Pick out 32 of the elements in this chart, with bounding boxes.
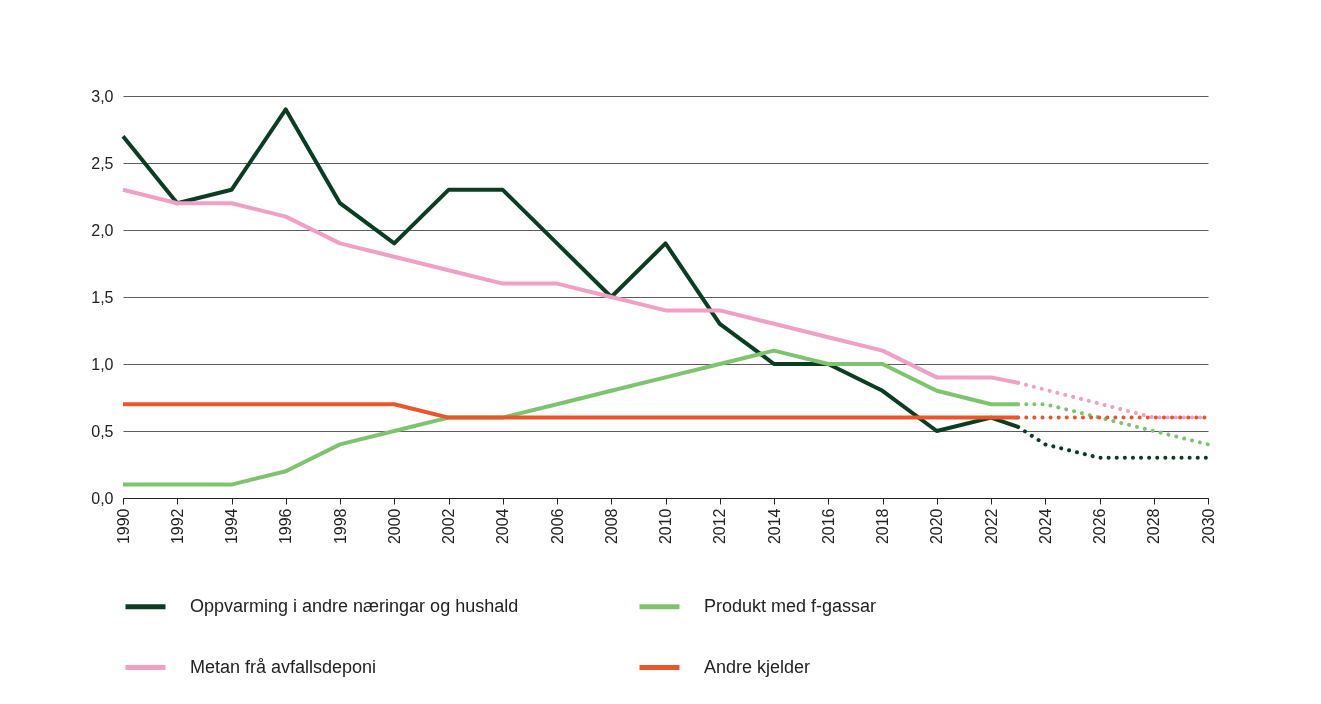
x-tick-label: 2020 [928, 508, 946, 545]
x-tick-label: 2022 [982, 508, 1000, 545]
y-tick-label: 3,0 [91, 87, 114, 105]
x-tick-label: 2008 [602, 508, 620, 545]
x-tick-label: 1994 [223, 508, 240, 545]
x-tick-label: 2004 [494, 508, 512, 545]
x-tick-label: 1992 [168, 508, 186, 545]
x-tick-label: 2006 [548, 508, 566, 545]
y-tick-label: 1,0 [91, 355, 114, 373]
x-tick-label: 1998 [331, 508, 349, 545]
x-tick-label: 2028 [1145, 508, 1163, 545]
x-tick-label: 2002 [440, 508, 457, 545]
y-tick-label: 0,5 [91, 422, 114, 440]
x-tick-label: 1990 [114, 508, 132, 545]
y-tick-label: 2,0 [91, 221, 114, 239]
legend-label: Metan frå avfallsdeponi [190, 656, 377, 677]
x-tick-label: 2010 [657, 508, 674, 545]
x-tick-label: 2012 [711, 508, 729, 545]
legend-label: Andre kjelder [704, 656, 811, 677]
x-tick-label: 2024 [1036, 508, 1054, 545]
x-tick-label: 2016 [819, 508, 837, 545]
x-tick-label: 2030 [1199, 508, 1217, 545]
legend-label: Oppvarming i andre næringar og hushald [190, 595, 519, 616]
x-tick-label: 1996 [277, 508, 295, 545]
x-tick-label: 2018 [874, 508, 891, 545]
legend-label: Produkt med f-gassar [704, 595, 877, 616]
x-tick-label: 2000 [385, 508, 403, 545]
y-tick-label: 1,5 [91, 288, 114, 306]
y-tick-label: 2,5 [91, 154, 114, 172]
y-tick-label: 0,0 [91, 489, 114, 507]
x-tick-label: 2026 [1091, 508, 1108, 545]
x-tick-label: 2014 [765, 508, 783, 545]
